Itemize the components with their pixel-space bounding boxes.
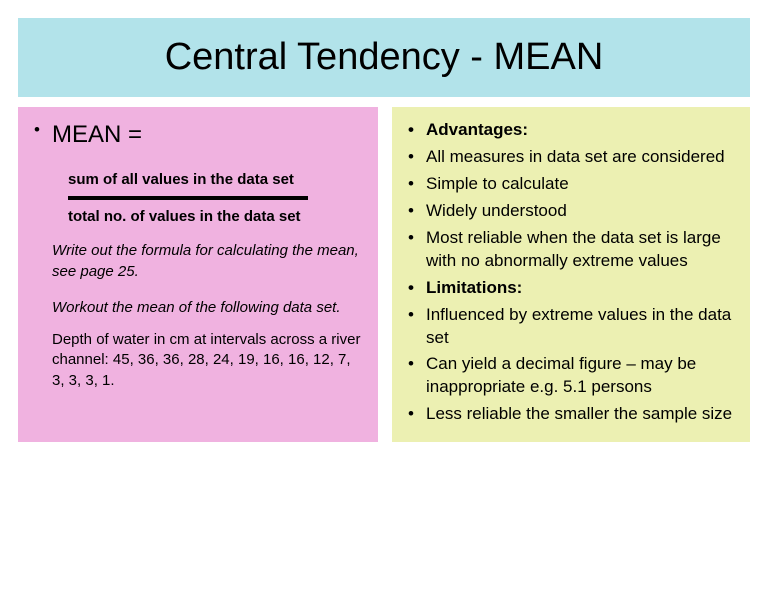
limitation-item: Less reliable the smaller the sample siz…: [406, 403, 736, 426]
instruction-formula: Write out the formula for calculating th…: [32, 241, 364, 282]
limitation-item: Influenced by extreme values in the data…: [406, 304, 736, 350]
title-bar: Central Tendency - MEAN: [18, 18, 750, 97]
fraction-line: [68, 196, 308, 200]
formula-denominator: total no. of values in the data set: [32, 208, 364, 225]
slide-title: Central Tendency - MEAN: [165, 36, 604, 78]
instruction-workout: Workout the mean of the following data s…: [32, 298, 364, 318]
left-panel: MEAN = sum of all values in the data set…: [18, 107, 378, 442]
formula-numerator: sum of all values in the data set: [32, 171, 364, 188]
advantages-heading: Advantages:: [406, 119, 736, 142]
right-panel: Advantages: All measures in data set are…: [392, 107, 750, 442]
limitation-item: Can yield a decimal figure – may be inap…: [406, 353, 736, 399]
mean-heading: MEAN =: [32, 119, 364, 151]
advantage-item: All measures in data set are considered: [406, 146, 736, 169]
data-set-text: Depth of water in cm at intervals across…: [32, 330, 364, 391]
advantage-item: Simple to calculate: [406, 173, 736, 196]
advantage-item: Widely understood: [406, 200, 736, 223]
advantage-item: Most reliable when the data set is large…: [406, 227, 736, 273]
content-columns: MEAN = sum of all values in the data set…: [0, 107, 768, 460]
limitations-heading: Limitations:: [406, 277, 736, 300]
